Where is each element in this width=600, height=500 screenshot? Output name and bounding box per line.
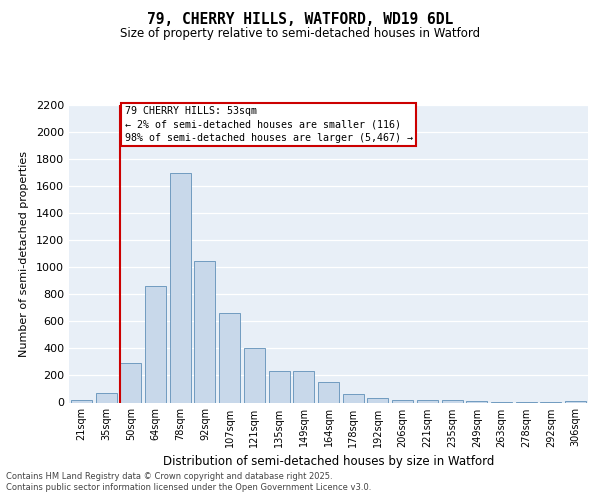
Text: Size of property relative to semi-detached houses in Watford: Size of property relative to semi-detach…	[120, 28, 480, 40]
Bar	[293, 372, 314, 402]
Bar	[95, 393, 116, 402]
Bar	[219, 313, 240, 402]
Bar	[318, 382, 339, 402]
Bar	[565, 401, 586, 402]
Bar	[71, 400, 92, 402]
Bar	[392, 400, 413, 402]
Bar	[466, 401, 487, 402]
Bar	[442, 400, 463, 402]
Bar	[120, 364, 141, 403]
Bar	[343, 394, 364, 402]
Bar	[367, 398, 388, 402]
Bar	[417, 400, 438, 402]
Bar	[244, 348, 265, 403]
Y-axis label: Number of semi-detached properties: Number of semi-detached properties	[19, 151, 29, 357]
X-axis label: Distribution of semi-detached houses by size in Watford: Distribution of semi-detached houses by …	[163, 455, 494, 468]
Text: Contains public sector information licensed under the Open Government Licence v3: Contains public sector information licen…	[6, 484, 371, 492]
Text: 79 CHERRY HILLS: 53sqm
← 2% of semi-detached houses are smaller (116)
98% of sem: 79 CHERRY HILLS: 53sqm ← 2% of semi-deta…	[125, 106, 413, 143]
Bar	[170, 172, 191, 402]
Bar	[194, 260, 215, 402]
Bar	[269, 372, 290, 402]
Text: Contains HM Land Registry data © Crown copyright and database right 2025.: Contains HM Land Registry data © Crown c…	[6, 472, 332, 481]
Text: 79, CHERRY HILLS, WATFORD, WD19 6DL: 79, CHERRY HILLS, WATFORD, WD19 6DL	[147, 12, 453, 28]
Bar	[145, 286, 166, 403]
